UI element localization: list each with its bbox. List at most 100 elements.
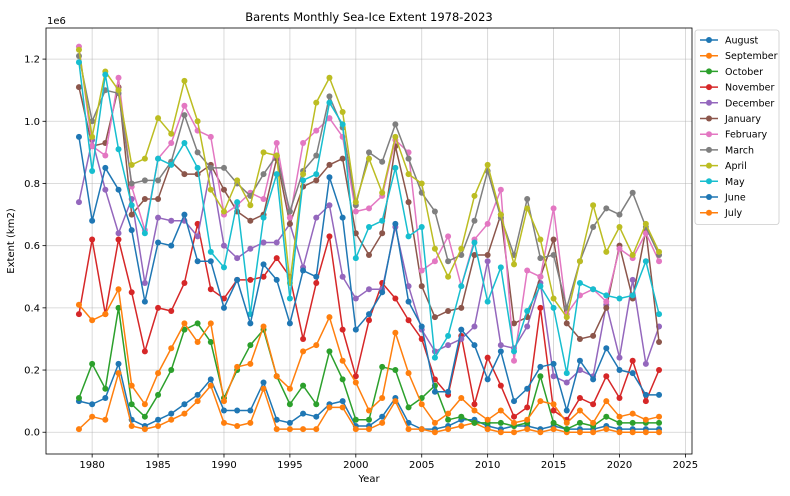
data-point-july [247,360,254,367]
data-point-february [115,74,122,81]
data-point-february [286,214,293,221]
data-point-april [484,161,491,168]
data-point-july [273,373,280,380]
data-point-march [194,149,201,156]
data-point-december [326,202,333,209]
data-point-june [550,360,557,367]
data-point-march [181,112,188,119]
data-point-july [524,416,531,423]
data-point-june [511,398,518,405]
data-point-june [616,367,623,374]
data-point-november [642,398,649,405]
data-point-april [273,152,280,159]
data-point-september [207,382,214,389]
data-point-june [141,298,148,305]
data-point-july [629,410,636,417]
data-point-june [155,239,162,246]
data-point-october [366,416,372,423]
data-point-september [326,404,333,411]
data-point-july [194,339,201,346]
x-tick-label: 2005 [409,460,434,471]
data-point-may [550,304,557,311]
data-point-september [313,426,320,433]
data-point-december [141,279,148,286]
x-tick-label: 2000 [343,460,368,471]
data-point-july [102,311,109,318]
data-point-november [550,407,557,414]
data-point-april [563,314,570,321]
data-point-may [260,214,267,221]
data-point-july [89,317,96,324]
data-point-december [471,323,478,330]
data-point-february [102,152,109,159]
data-point-november [616,395,623,402]
data-point-february [273,140,280,147]
data-point-july [326,314,333,321]
data-point-march [155,177,162,184]
data-point-march [445,258,452,265]
data-point-december [194,233,201,240]
data-point-july [405,370,412,377]
legend-label-november: November [725,83,775,94]
data-point-november [168,307,175,314]
data-point-september [141,426,148,433]
data-point-may [576,279,583,286]
data-point-november [260,273,267,280]
data-point-october [75,395,82,402]
data-point-october [352,416,359,423]
data-point-september [102,416,109,423]
x-tick-label: 1980 [79,460,104,471]
data-point-december [234,255,241,262]
data-point-may [563,370,570,377]
series-may [75,59,663,377]
data-point-august [273,416,280,423]
data-point-april [405,171,412,178]
legend-label-september: September [725,51,778,62]
data-point-november [141,348,148,355]
data-point-april [220,208,227,215]
data-point-february [300,140,307,147]
axis-ticks: 1980 1985 1990 1995 2000 2005 2010 2015 2020 2025… [24,55,698,471]
data-point-may [590,286,597,293]
data-point-october [392,367,399,374]
data-point-april [260,149,267,156]
data-point-july [590,419,597,426]
data-point-september [431,429,438,436]
data-point-september [524,426,531,433]
data-point-july [300,348,307,355]
data-point-april [590,202,597,209]
data-point-july [458,395,465,402]
data-point-april [616,224,623,231]
data-point-november [524,404,531,411]
data-point-may [234,199,241,206]
data-point-november [590,401,597,408]
data-point-september [629,429,636,436]
data-point-january [590,332,597,339]
data-point-january [379,230,386,237]
data-point-july [313,342,320,349]
data-point-january [550,236,557,243]
data-point-june [168,242,175,249]
data-point-september [656,429,663,436]
legend-label-march: March [725,145,754,156]
data-point-december [352,295,359,302]
series-april [75,46,663,321]
data-point-august [115,360,122,367]
data-point-december [220,242,227,249]
x-tick-label: 2025 [673,460,698,471]
data-point-march [286,208,293,215]
data-point-october [326,348,333,355]
data-point-march [590,224,597,231]
data-point-june [431,388,438,395]
data-point-november [115,236,122,243]
data-point-april [392,133,399,140]
data-point-may [115,146,122,153]
data-point-may [366,224,372,231]
data-point-may [392,164,399,171]
data-point-november [247,276,254,283]
data-point-may [603,292,610,299]
data-point-january [484,251,491,258]
legend: August September October November December Ja… [694,29,780,225]
data-point-september [155,423,162,430]
data-point-november [576,395,583,402]
